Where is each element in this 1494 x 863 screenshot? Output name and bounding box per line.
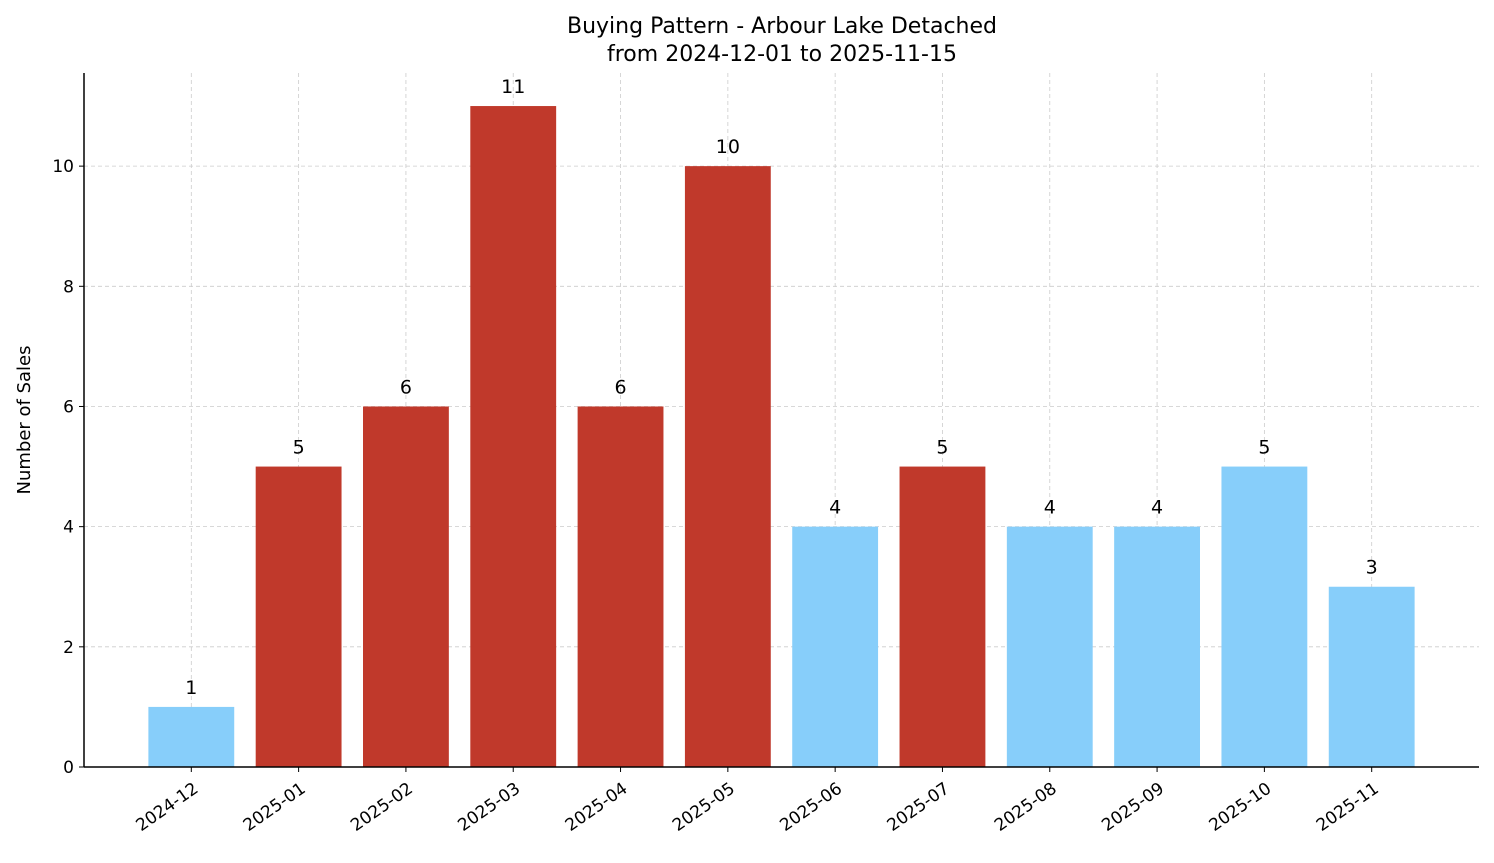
x-tick-label: 2025-06 xyxy=(776,779,846,836)
data-label-2025-02: 6 xyxy=(400,376,412,398)
bar-2025-09 xyxy=(1114,526,1200,767)
data-label-2024-12: 1 xyxy=(185,677,197,699)
x-tick-label: 2025-04 xyxy=(562,779,632,836)
bar-2024-12 xyxy=(148,706,235,767)
bar-2025-02 xyxy=(363,406,449,767)
y-tick-label: 4 xyxy=(63,518,74,538)
chart-subtitle: from 2024-12-01 to 2025-11-15 xyxy=(607,42,957,67)
data-label-2025-03: 11 xyxy=(501,76,525,98)
data-label-2025-08: 4 xyxy=(1044,497,1056,519)
y-tick-label: 6 xyxy=(63,397,74,417)
x-tick-label: 2024-12 xyxy=(133,779,203,836)
x-tick-label: 2025-02 xyxy=(347,779,417,836)
bar-2025-08 xyxy=(1006,526,1093,767)
x-tick-label: 2025-08 xyxy=(991,779,1061,836)
x-tick-label: 2025-11 xyxy=(1313,779,1383,836)
bar-2025-01 xyxy=(255,466,342,767)
x-tick-label: 2025-01 xyxy=(240,779,310,836)
data-label-2025-05: 10 xyxy=(716,136,740,158)
data-labels: 1 5 6 11 6 10 4 5 4 4 5 3 xyxy=(185,76,1377,699)
data-label-2025-11: 3 xyxy=(1366,557,1378,579)
bar-2025-07 xyxy=(899,466,986,767)
data-label-2025-07: 5 xyxy=(936,437,948,459)
bar-2025-10 xyxy=(1221,466,1308,767)
x-tick-label: 2025-10 xyxy=(1206,779,1276,836)
x-tick-label: 2025-05 xyxy=(669,779,739,836)
bar-2025-03 xyxy=(470,106,557,768)
y-axis-label: Number of Sales xyxy=(14,345,35,494)
bar-2025-11 xyxy=(1328,586,1415,767)
x-tick-label: 2025-07 xyxy=(884,779,954,836)
y-tick-label: 8 xyxy=(63,277,74,297)
bars xyxy=(148,106,1415,768)
y-tick-label: 2 xyxy=(63,638,74,658)
y-tick-label: 10 xyxy=(52,157,74,177)
data-label-2025-06: 4 xyxy=(829,497,841,519)
data-label-2025-10: 5 xyxy=(1258,437,1270,459)
bar-2025-05 xyxy=(684,166,771,767)
chart-title: Buying Pattern - Arbour Lake Detached xyxy=(567,14,997,39)
data-label-2025-09: 4 xyxy=(1151,497,1163,519)
bar-2025-04 xyxy=(577,406,664,767)
x-tick-label: 2025-09 xyxy=(1098,779,1168,836)
y-tick-label: 0 xyxy=(63,758,74,778)
x-tick-label: 2025-03 xyxy=(454,779,524,836)
bar-2025-06 xyxy=(792,526,879,767)
data-label-2025-04: 6 xyxy=(614,376,626,398)
data-label-2025-01: 5 xyxy=(293,437,305,459)
